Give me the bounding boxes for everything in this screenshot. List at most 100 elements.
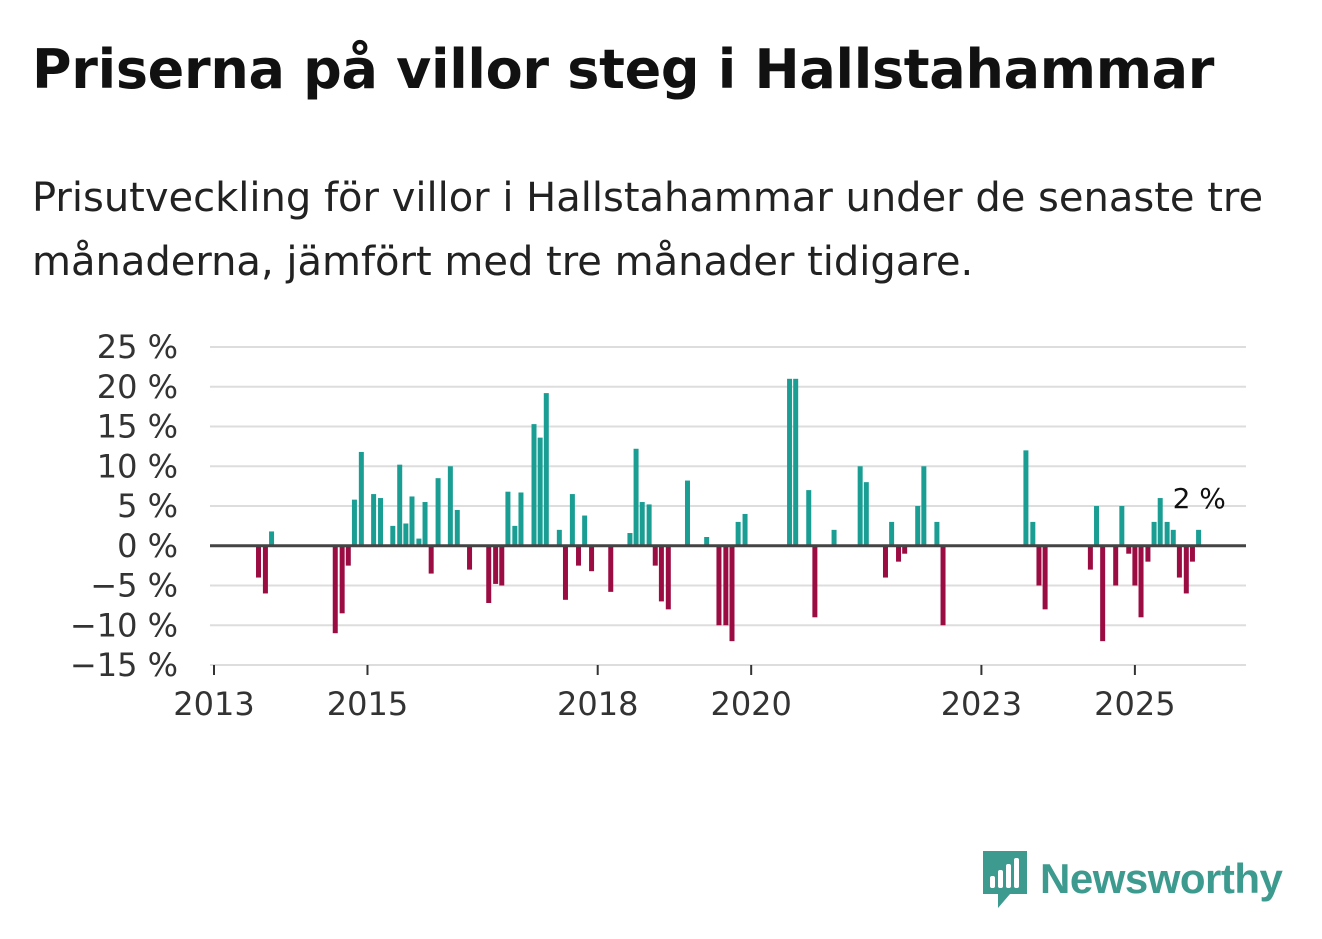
bar	[262, 545, 268, 594]
bar	[1023, 450, 1029, 546]
bar-chart: 25 %20 %15 %10 %5 %0 %−5 %−10 %−15 %2013…	[70, 328, 1246, 723]
bar	[1145, 545, 1151, 562]
bar	[806, 490, 812, 546]
x-tick-label: 2025	[1094, 685, 1175, 723]
labels: 25 %20 %15 %10 %5 %0 %−5 %−10 %−15 %2013…	[70, 328, 1226, 723]
bar	[1164, 521, 1170, 546]
bar	[735, 521, 741, 546]
bar	[627, 533, 633, 546]
bar	[940, 545, 946, 626]
chart-title: Priserna på villor steg i Hallstahammar	[32, 38, 1215, 101]
y-tick-label: −10 %	[70, 606, 178, 644]
x-tick-label: 2015	[327, 685, 408, 723]
bar	[729, 545, 735, 642]
y-tick-label: 0 %	[117, 527, 178, 565]
bar	[684, 480, 690, 546]
bar	[882, 545, 888, 578]
bar	[1030, 521, 1036, 546]
bar	[889, 521, 895, 546]
bar	[793, 378, 799, 546]
y-tick-label: 20 %	[97, 368, 178, 406]
bar	[256, 545, 262, 578]
brand-logo[interactable]: Newsworthy	[980, 848, 1283, 910]
bar	[390, 525, 396, 546]
bar	[422, 502, 428, 546]
bar	[403, 523, 409, 546]
bar	[1183, 545, 1189, 594]
bar	[639, 502, 645, 546]
bar	[1196, 529, 1202, 546]
bar	[378, 498, 384, 546]
bar	[812, 545, 818, 618]
bar	[608, 545, 614, 592]
x-tick-label: 2018	[557, 685, 638, 723]
bar	[831, 529, 837, 546]
brand-name: Newsworthy	[1040, 855, 1283, 902]
bar	[269, 531, 275, 546]
last-value-label: 2 %	[1173, 482, 1226, 515]
bar	[589, 545, 595, 572]
bar	[537, 437, 543, 546]
bar	[543, 393, 549, 546]
bar	[934, 521, 940, 546]
bar	[505, 491, 511, 546]
bar	[742, 513, 748, 546]
bar	[499, 545, 505, 586]
axes	[210, 544, 1246, 675]
bar	[1042, 545, 1048, 610]
bar	[658, 545, 664, 602]
chart-subtitle: Prisutveckling för villor i Hallstahamma…	[32, 175, 1264, 285]
y-tick-label: 10 %	[97, 447, 178, 485]
bar	[1157, 498, 1163, 546]
newsworthy-logo-icon	[983, 851, 1027, 908]
bar	[1094, 506, 1100, 546]
bar	[1087, 545, 1093, 570]
bar	[723, 545, 729, 626]
bar	[409, 496, 415, 546]
bar	[1132, 545, 1138, 586]
bar	[582, 515, 588, 546]
bar	[921, 466, 927, 546]
bar	[646, 504, 652, 546]
bar	[467, 545, 473, 570]
bar	[1126, 545, 1132, 554]
bar	[358, 451, 364, 546]
x-tick-label: 2020	[710, 685, 791, 723]
y-tick-label: −15 %	[70, 646, 178, 684]
bar	[665, 545, 671, 610]
bar	[332, 545, 338, 634]
y-tick-label: 25 %	[97, 328, 178, 366]
bar	[1176, 545, 1182, 578]
bar	[1119, 506, 1125, 546]
bar	[447, 466, 453, 546]
bar	[896, 545, 902, 562]
bar	[1100, 545, 1106, 642]
bar	[1138, 545, 1144, 618]
bar	[863, 482, 869, 546]
bar	[454, 509, 460, 546]
bar	[902, 545, 908, 554]
bar	[345, 545, 351, 566]
bar	[531, 424, 537, 546]
bar	[397, 464, 403, 546]
bar	[339, 545, 345, 614]
y-tick-label: 5 %	[117, 487, 178, 525]
y-tick-label: −5 %	[90, 567, 178, 605]
x-tick-label: 2013	[173, 685, 254, 723]
bar	[857, 466, 863, 546]
bar	[371, 494, 377, 546]
x-tick-label: 2023	[941, 685, 1022, 723]
bar	[562, 545, 568, 600]
bar	[569, 494, 575, 546]
bar	[1113, 545, 1119, 586]
bar	[351, 499, 357, 546]
bar	[652, 545, 658, 566]
bar	[716, 545, 722, 626]
bar	[556, 529, 562, 546]
bar	[704, 537, 710, 546]
bar	[1151, 521, 1157, 546]
bar	[633, 448, 639, 546]
bar	[416, 538, 422, 546]
bar	[435, 478, 441, 546]
bar	[1170, 529, 1176, 546]
